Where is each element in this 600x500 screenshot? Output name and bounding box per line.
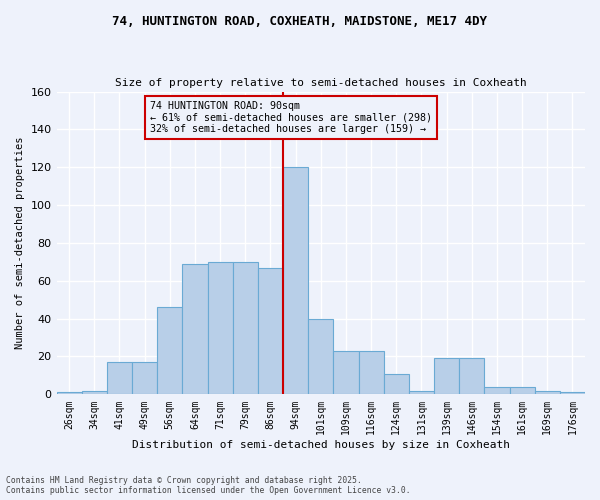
- Text: 74 HUNTINGTON ROAD: 90sqm
← 61% of semi-detached houses are smaller (298)
32% of: 74 HUNTINGTON ROAD: 90sqm ← 61% of semi-…: [149, 101, 431, 134]
- Text: Contains HM Land Registry data © Crown copyright and database right 2025.
Contai: Contains HM Land Registry data © Crown c…: [6, 476, 410, 495]
- Bar: [409, 390, 434, 394]
- Bar: [359, 351, 383, 395]
- Bar: [82, 390, 107, 394]
- Bar: [308, 318, 334, 394]
- Title: Size of property relative to semi-detached houses in Coxheath: Size of property relative to semi-detach…: [115, 78, 527, 88]
- Bar: [283, 167, 308, 394]
- Bar: [334, 351, 359, 395]
- Bar: [560, 392, 585, 394]
- Bar: [182, 264, 208, 394]
- Bar: [383, 374, 409, 394]
- Bar: [535, 390, 560, 394]
- Text: 74, HUNTINGTON ROAD, COXHEATH, MAIDSTONE, ME17 4DY: 74, HUNTINGTON ROAD, COXHEATH, MAIDSTONE…: [113, 15, 487, 28]
- Y-axis label: Number of semi-detached properties: Number of semi-detached properties: [15, 136, 25, 349]
- Bar: [157, 308, 182, 394]
- Bar: [484, 387, 509, 394]
- Bar: [56, 392, 82, 394]
- Bar: [233, 262, 258, 394]
- Bar: [107, 362, 132, 394]
- Bar: [509, 387, 535, 394]
- Bar: [208, 262, 233, 394]
- Bar: [459, 358, 484, 394]
- Bar: [434, 358, 459, 394]
- Bar: [258, 268, 283, 394]
- X-axis label: Distribution of semi-detached houses by size in Coxheath: Distribution of semi-detached houses by …: [132, 440, 510, 450]
- Bar: [132, 362, 157, 394]
